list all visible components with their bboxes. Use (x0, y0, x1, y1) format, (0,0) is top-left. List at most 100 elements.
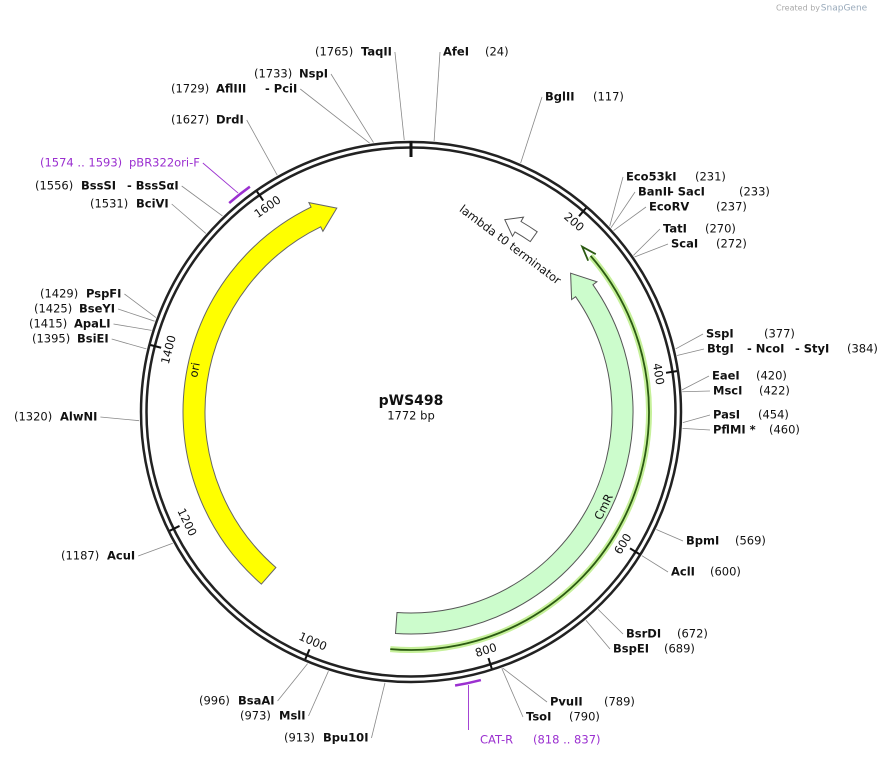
tick-label: 800 (473, 640, 498, 660)
enzyme-name: - SacI (669, 185, 705, 199)
site-connector (113, 323, 152, 331)
enzyme-name: EaeI (712, 369, 740, 383)
enzyme-name: BsiEI (77, 332, 109, 346)
site-connector (681, 375, 710, 391)
site-connector (246, 119, 278, 176)
enzyme-name: EcoRV (649, 200, 689, 214)
tick-mark (150, 344, 162, 349)
site-connector (682, 427, 711, 431)
primer-connector (202, 162, 239, 194)
tick-mark (169, 525, 180, 532)
site-position: (460) (769, 423, 800, 437)
site-connector (300, 88, 370, 144)
enzyme-name: ApaLI (74, 317, 111, 331)
enzyme-name: BpmI (686, 534, 719, 548)
tick-label: 1200 (174, 506, 199, 538)
site-connector (634, 243, 669, 258)
cmr-orf-head (580, 244, 597, 262)
tick-label: 1000 (297, 629, 329, 653)
enzyme-name: BseYI (79, 302, 115, 316)
enzyme-name: - PciI (265, 82, 297, 96)
tick-label: 1400 (158, 334, 179, 366)
enzyme-name: TaqII (361, 45, 392, 59)
site-position: (973) (240, 709, 271, 723)
primer-bar (454, 678, 482, 687)
primer-name: pBR322ori-F (129, 156, 200, 170)
site-connector (610, 191, 636, 228)
enzyme-name: Bpu10I (323, 731, 368, 745)
site-position: (231) (695, 170, 726, 184)
site-connector (633, 228, 661, 256)
site-connector (682, 390, 711, 393)
enzyme-name: BssSI (81, 179, 116, 193)
site-position: (270) (705, 222, 736, 236)
enzyme-name: DrdI (216, 113, 244, 127)
tick-mark (304, 648, 311, 660)
primer-range: (1574 .. 1593) (40, 156, 122, 170)
site-position: (1395) (32, 332, 70, 346)
enzyme-name: AcuI (107, 549, 135, 563)
site-connector (394, 51, 405, 141)
site-connector (433, 51, 441, 142)
tick-label: 200 (561, 209, 587, 234)
enzyme-name: AclI (671, 565, 695, 579)
enzyme-name: AfeI (443, 45, 469, 59)
site-position: (1729) (171, 82, 209, 96)
site-position: (384) (847, 342, 878, 356)
plasmid-name: pWS498 (379, 393, 444, 409)
site-position: (569) (735, 534, 766, 548)
enzyme-name: BsaAI (238, 694, 275, 708)
site-connector (641, 555, 669, 573)
site-position: (377) (764, 327, 795, 341)
enzyme-name: PflMI * (713, 423, 756, 437)
watermark-brand: SnapGene (821, 4, 868, 14)
enzyme-name: TsoI (526, 710, 551, 724)
site-connector (171, 203, 207, 234)
site-position: (996) (199, 694, 230, 708)
site-position: (790) (569, 710, 600, 724)
site-connector (675, 333, 704, 350)
feature-label: ori (186, 361, 203, 378)
enzyme-name: NspI (299, 67, 328, 81)
enzyme-name: BtgI (707, 342, 734, 356)
enzyme-name: - NcoI (747, 342, 784, 356)
site-position: (272) (716, 237, 747, 251)
site-position: (1627) (171, 113, 209, 127)
cmr-arrow (394, 272, 634, 635)
enzyme-name: PspFI (86, 287, 121, 301)
site-position: (233) (739, 185, 770, 199)
site-connector (502, 667, 548, 703)
enzyme-name: PasI (713, 408, 740, 422)
site-position: (1556) (35, 179, 73, 193)
feature-label: lambda t0 terminator (457, 202, 564, 288)
site-position: (420) (756, 369, 787, 383)
site-connector (613, 206, 647, 231)
site-position: (789) (604, 695, 635, 709)
site-connector (181, 185, 223, 217)
site-position: (1765) (315, 45, 353, 59)
enzyme-name: BciVI (136, 197, 169, 211)
enzyme-name: PvuII (550, 695, 583, 709)
site-position: (237) (716, 200, 747, 214)
site-connector (117, 308, 155, 322)
site-position: (454) (758, 408, 789, 422)
enzyme-name: Eco53kI (626, 170, 677, 184)
watermark-prefix: Created by (776, 4, 820, 13)
site-position: (117) (593, 90, 624, 104)
site-position: (1429) (40, 287, 78, 301)
site-connector (330, 73, 374, 143)
enzyme-name: BsrDI (626, 627, 661, 641)
tick-mark (487, 657, 493, 669)
cmr-orf-line (390, 255, 650, 651)
site-connector (597, 609, 624, 635)
enzyme-name: - StyI (795, 342, 829, 356)
site-connector (676, 348, 705, 356)
primer-name: CAT-R (480, 733, 513, 747)
primer-range: (818 .. 837) (533, 733, 601, 747)
site-connector (277, 663, 308, 702)
enzyme-name: ScaI (671, 237, 698, 251)
site-connector (585, 620, 611, 650)
site-connector (656, 529, 684, 542)
enzyme-name: BspEI (613, 642, 649, 656)
